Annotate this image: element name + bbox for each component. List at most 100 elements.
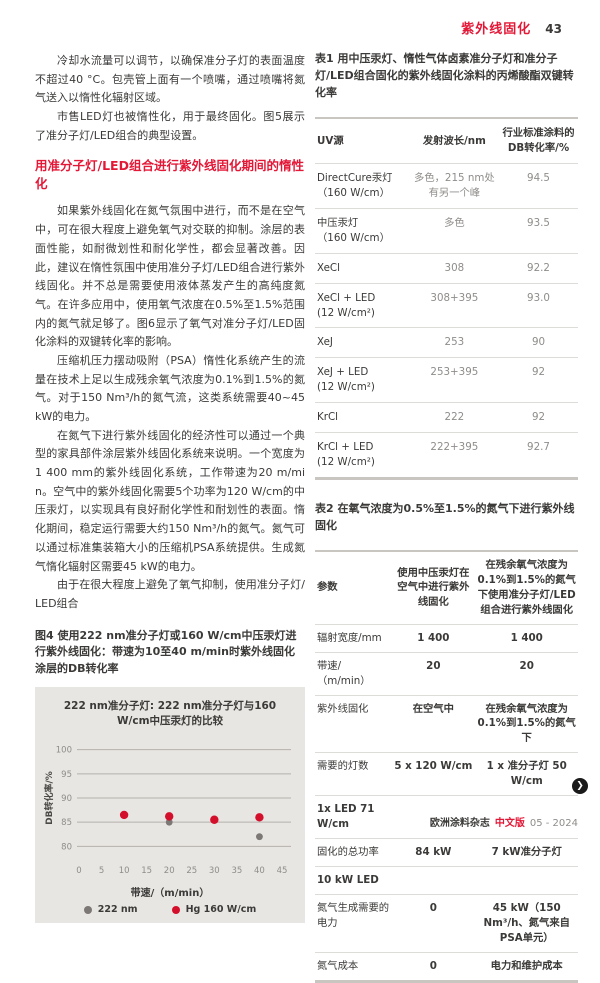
page-header: 紫外线固化 43 <box>461 18 562 37</box>
table-cell: 中压汞灯 （160 W/cm） <box>317 216 390 244</box>
legend-item-222nm: 222 nm <box>83 904 138 916</box>
scatter-plot: 80 85 90 95 100 0 5 10 15 20 25 30 35 40 45 DB转化率/% <box>43 746 291 876</box>
svg-text:80: 80 <box>61 843 72 853</box>
table-cell: 20 <box>426 659 441 672</box>
table-cell: 10 kW LED <box>317 873 379 886</box>
table-cell: DirectCure汞灯 （160 W/cm） <box>317 171 393 199</box>
svg-text:20: 20 <box>164 866 175 876</box>
svg-text:40: 40 <box>254 866 265 876</box>
svg-text:15: 15 <box>141 866 152 876</box>
table-cell: 多色 <box>444 216 465 229</box>
svg-text:30: 30 <box>209 866 220 876</box>
table-row: 1x LED 71 W/cm <box>315 795 578 838</box>
table-row: DirectCure汞灯 （160 W/cm） 多色，215 nm处有另一个峰 94… <box>315 162 578 208</box>
table-row: 辐射宽度/mm 1 400 1 400 <box>315 623 578 652</box>
table-cell <box>391 867 475 894</box>
column-header: UV源 <box>317 134 344 147</box>
column-header: 在残余氧气浓度为0.1%到1.5%的氮气下使用准分子灯/LED组合进行紫外线固化 <box>477 559 576 616</box>
legend-label: Hg 160 W/cm <box>185 904 257 916</box>
next-page-button[interactable]: ❯ <box>572 778 588 794</box>
chevron-right-icon: ❯ <box>576 780 584 791</box>
table-cell: 222+395 <box>430 441 479 454</box>
svg-text:25: 25 <box>186 866 197 876</box>
table-cell: 94.5 <box>527 171 550 184</box>
svg-text:10: 10 <box>119 866 130 876</box>
table-row: KrCl + LED (12 W/cm²) 222+395 92.7 <box>315 432 578 477</box>
table-row: 带速/（m/min） 20 20 <box>315 651 578 695</box>
table2: 参数 使用中压汞灯在空气中进行紫外线固化 在残余氧气浓度为0.1%到1.5%的氮气下… <box>315 550 578 983</box>
table-cell: 带速/（m/min） <box>317 659 371 687</box>
svg-text:45: 45 <box>277 866 288 876</box>
left-column: 冷却水流量可以调节，以确保准分子灯的表面温度不超过40 °C。包壳管上面有一个喷… <box>35 52 305 924</box>
paragraph-led-inerting: 市售LED灯也被惰性化，用于最终固化。图5展示了准分子灯/LED组合的典型设置。 <box>35 110 305 142</box>
column-header: 参数 <box>317 581 338 594</box>
table1-caption: 表1 用中压汞灯、惰性气体卤素准分子灯和准分子灯/LED组合固化的紫外线固化涂料… <box>315 52 574 100</box>
table-cell: 氮气成本 <box>317 959 359 972</box>
table1: UV源 发射波长/nm 行业标准涂料的DB转化率/% DirectCure汞灯 （1… <box>315 117 578 480</box>
table-cell: 1 400 <box>510 631 543 644</box>
table-row: 10 kW LED <box>315 865 578 894</box>
table-cell: 7 kW准分子灯 <box>491 845 562 858</box>
table-cell: 45 kW（150 Nm³/h、氮气来自PSA单元） <box>483 901 570 944</box>
table-row: 紫外线固化 在空气中 在残余氧气浓度为0.1%到1.5%的氮气下 <box>315 694 578 753</box>
table-cell: 辐射宽度/mm <box>317 631 382 644</box>
svg-text:0: 0 <box>76 866 81 876</box>
section-title: 紫外线固化 <box>461 22 532 37</box>
edition-label: 中文版 <box>494 818 525 829</box>
svg-text:DB转化率/%: DB转化率/% <box>43 772 55 826</box>
table-cell: 1x LED 71 W/cm <box>317 803 375 831</box>
table-cell: 1 x 准分子灯 50 W/cm <box>486 760 567 788</box>
table-row: 需要的灯数 5 x 120 W/cm 1 x 准分子灯 50 W/cm <box>315 752 578 795</box>
table-cell: 5 x 120 W/cm <box>394 760 473 773</box>
table-cell: 92.7 <box>527 441 550 454</box>
column-header: 发射波长/nm <box>422 134 486 147</box>
legend-item-hg: Hg 160 W/cm <box>171 904 257 916</box>
chart-x-axis-label: 带速/（m/min） <box>130 888 210 900</box>
paragraph-economics: 在氮气下进行紫外线固化的经济性可以通过一个典型的家具部件涂层紫外线固化系统来说明… <box>35 428 305 573</box>
table-cell: 0 <box>429 901 437 914</box>
paragraph-psa-system: 压缩机压力摆动吸附（PSA）惰性化系统产生的流量在技术上足以生成残余氧气浓度为0… <box>35 353 305 423</box>
table-cell: 0 <box>429 959 437 972</box>
table-cell: 多色，215 nm处有另一个峰 <box>414 171 495 199</box>
table-cell: 222 <box>444 411 465 424</box>
paragraph-continuation: 由于在很大程度上避免了氧气抑制，使用准分子灯/LED组合 <box>35 578 305 610</box>
paragraph-cooling-water: 冷却水流量可以调节，以确保准分子灯的表面温度不超过40 °C。包壳管上面有一个喷… <box>35 54 305 105</box>
issue-number: 05 - 2024 <box>529 818 578 829</box>
table2-caption: 表2 在氧气浓度为0.5%至1.5%的氮气下进行紫外线固化 <box>315 501 575 533</box>
svg-text:100: 100 <box>56 746 72 756</box>
table-cell: XeJ <box>317 336 333 349</box>
table-cell: 92 <box>531 366 546 379</box>
table-cell: 1 400 <box>417 631 450 644</box>
svg-text:85: 85 <box>61 819 72 829</box>
table-cell: XeCl + LED (12 W/cm²) <box>317 291 376 319</box>
table-cell: 93.5 <box>527 216 550 229</box>
page-number: 43 <box>545 22 562 36</box>
table-cell <box>475 867 578 894</box>
table-cell: 253 <box>444 336 465 349</box>
table-row: XeCl 308 92.2 <box>315 252 578 283</box>
table-row: XeJ + LED (12 W/cm²) 253+395 92 <box>315 357 578 402</box>
column-header: 行业标准涂料的DB转化率/% <box>502 127 575 155</box>
table-cell: 20 <box>519 659 534 672</box>
table-row: KrCl 222 92 <box>315 402 578 432</box>
page-footer: 欧洲涂料杂志 中文版 05 - 2024 <box>430 814 578 829</box>
legend-label: 222 nm <box>97 904 138 916</box>
table-cell: 93.0 <box>527 291 550 304</box>
figure4-chart: 222 nm准分子灯: 222 nm准分子灯与160 W/cm中压汞灯的比较 8… <box>35 687 305 924</box>
legend-dot-gray-icon <box>83 905 92 914</box>
table-cell: 紫外线固化 <box>317 702 369 715</box>
table-row: XeJ 253 90 <box>315 327 578 357</box>
table1-header-row: UV源 发射波长/nm 行业标准涂料的DB转化率/% <box>315 119 578 163</box>
table-cell: 氮气生成需要的电力 <box>317 901 390 929</box>
table-row: 中压汞灯 （160 W/cm） 多色 93.5 <box>315 207 578 253</box>
legend-dot-red-icon <box>171 905 180 914</box>
table-cell: KrCl <box>317 411 339 424</box>
table-cell: 固化的总功率 <box>317 845 379 858</box>
table-cell: KrCl + LED (12 W/cm²) <box>317 441 375 469</box>
table-cell: 308 <box>444 261 465 274</box>
table-cell: XeJ + LED (12 W/cm²) <box>317 366 375 394</box>
svg-text:95: 95 <box>61 770 72 780</box>
table-row: XeCl + LED (12 W/cm²) 308+395 93.0 <box>315 282 578 328</box>
table-cell: 84 kW <box>415 845 452 858</box>
table-row: 氮气生成需要的电力 0 45 kW（150 Nm³/h、氮气来自PSA单元） <box>315 893 578 952</box>
